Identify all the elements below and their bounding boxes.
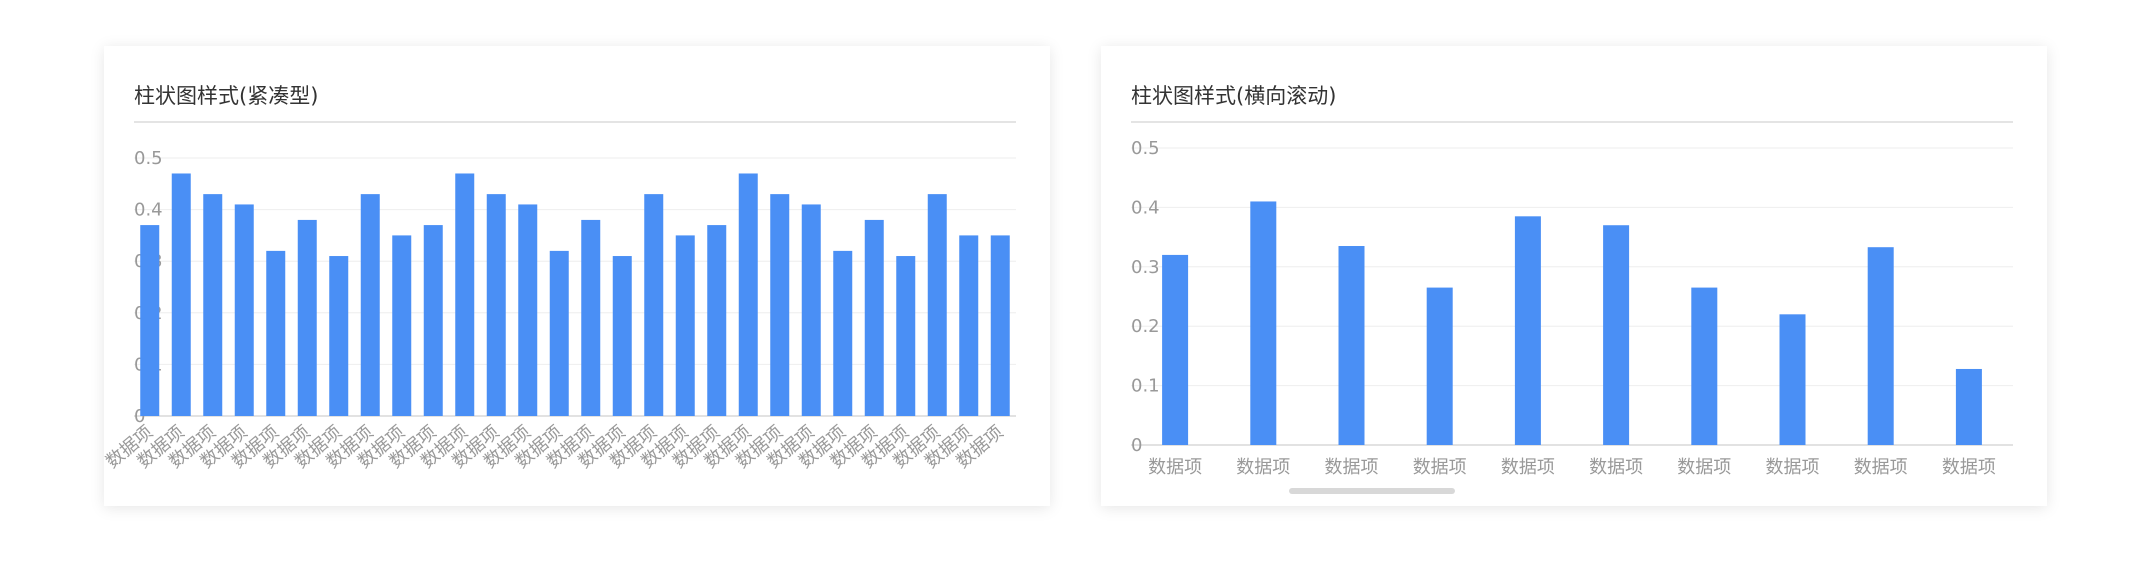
- bar[interactable]: [297, 219, 317, 416]
- y-tick-label: 0.5: [1131, 138, 1160, 159]
- bar[interactable]: [518, 204, 538, 416]
- chart-card-compact: 柱状图样式(紧凑型) 00.10.20.30.40.5数据项数据项数据项数据项数…: [104, 46, 1050, 506]
- y-tick-label: 0.5: [134, 148, 163, 169]
- x-tick-label: 数据项: [1148, 457, 1202, 478]
- x-tick-label: 数据项: [1325, 457, 1379, 478]
- chart-title: 柱状图样式(横向滚动): [1131, 84, 1337, 108]
- chart-title: 柱状图样式(紧凑型): [134, 84, 319, 108]
- bar[interactable]: [864, 219, 884, 416]
- bar[interactable]: [171, 173, 191, 416]
- bar[interactable]: [1603, 225, 1630, 445]
- y-tick-label: 0: [134, 406, 145, 427]
- y-tick-label: 0: [1131, 435, 1142, 456]
- x-tick-label: 数据项: [1942, 457, 1996, 478]
- bar[interactable]: [644, 194, 664, 416]
- bar[interactable]: [959, 235, 979, 416]
- bar[interactable]: [203, 194, 223, 416]
- x-tick-label: 数据项: [1236, 457, 1290, 478]
- bar[interactable]: [140, 225, 160, 416]
- bar[interactable]: [1955, 368, 1982, 445]
- title-divider: [134, 121, 1016, 123]
- x-tick-label: 数据项: [1766, 457, 1820, 478]
- bar[interactable]: [1691, 287, 1718, 445]
- bar[interactable]: [1162, 254, 1189, 445]
- bar[interactable]: [423, 225, 443, 416]
- y-tick-label: 0.4: [1131, 197, 1160, 218]
- y-tick-label: 0.3: [1131, 257, 1160, 278]
- bar[interactable]: [675, 235, 695, 416]
- bar[interactable]: [707, 225, 727, 416]
- horizontal-scrollbar[interactable]: [1289, 488, 1455, 494]
- bar-chart-scroll: 0 0.1 0.2 0.3 0.4 0.5 数据项 数据项 数据项 数据项 数据项 数据项 数据项 数据项…: [1131, 138, 2013, 478]
- bar[interactable]: [833, 250, 853, 416]
- y-tick-label: 0.1: [1131, 376, 1160, 397]
- x-tick-label: 数据项: [1854, 457, 1908, 478]
- bar[interactable]: [801, 204, 821, 416]
- bar-chart-compact: 00.10.20.30.40.5数据项数据项数据项数据项数据项数据项数据项数据项…: [104, 148, 1016, 473]
- bar[interactable]: [486, 194, 506, 416]
- x-tick-label: 数据项: [1413, 457, 1467, 478]
- title-divider: [1131, 121, 2013, 123]
- bar[interactable]: [990, 235, 1010, 416]
- y-tick-label: 0.4: [134, 200, 163, 221]
- bar[interactable]: [1338, 246, 1365, 445]
- bar[interactable]: [927, 194, 947, 416]
- x-tick-label: 数据项: [1677, 457, 1731, 478]
- bar[interactable]: [234, 204, 254, 416]
- x-tick-label: 数据项: [1501, 457, 1555, 478]
- x-tick-label: 数据项: [1589, 457, 1643, 478]
- bar[interactable]: [581, 219, 601, 416]
- bar[interactable]: [392, 235, 412, 416]
- bar[interactable]: [329, 256, 349, 416]
- y-tick-label: 0.2: [1131, 316, 1160, 337]
- bar[interactable]: [1426, 287, 1453, 445]
- bar[interactable]: [1779, 314, 1806, 445]
- bar[interactable]: [1514, 216, 1541, 445]
- bar[interactable]: [549, 250, 569, 416]
- chart-card-scroll: 柱状图样式(横向滚动) 0 0.1 0.2 0.3 0.4 0.5 数据项 数据项 数据项 数据项…: [1101, 46, 2047, 506]
- bar[interactable]: [1250, 201, 1277, 445]
- bar[interactable]: [360, 194, 380, 416]
- bar[interactable]: [266, 250, 286, 416]
- bar[interactable]: [455, 173, 475, 416]
- bar[interactable]: [896, 256, 916, 416]
- bar[interactable]: [770, 194, 790, 416]
- bar[interactable]: [738, 173, 758, 416]
- bar[interactable]: [612, 256, 632, 416]
- bar[interactable]: [1867, 247, 1894, 445]
